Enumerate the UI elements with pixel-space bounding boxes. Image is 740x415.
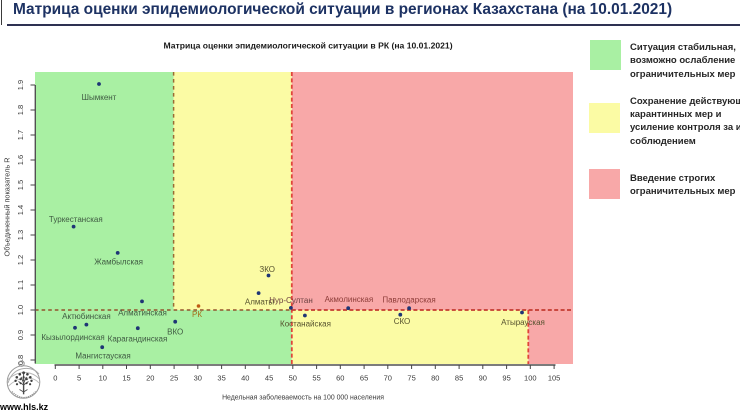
svg-text:Недельная заболеваемость на 10: Недельная заболеваемость на 100 000 насе…: [222, 394, 384, 402]
svg-text:20: 20: [146, 374, 154, 383]
svg-text:Нур-Султан: Нур-Султан: [269, 296, 313, 305]
svg-text:1.3: 1.3: [16, 230, 25, 240]
svg-text:Объединенный показатель R: Объединенный показатель R: [3, 158, 12, 257]
svg-text:50: 50: [289, 374, 297, 383]
svg-text:1.7: 1.7: [16, 130, 25, 140]
svg-text:45: 45: [265, 374, 273, 383]
svg-text:СКО: СКО: [394, 317, 411, 326]
svg-text:75: 75: [407, 374, 415, 383]
svg-text:РК: РК: [192, 310, 202, 319]
svg-text:0: 0: [53, 374, 57, 383]
svg-text:Жамбылская: Жамбылская: [94, 258, 143, 267]
svg-text:Атырауская: Атырауская: [501, 318, 545, 327]
svg-text:ЗКО: ЗКО: [259, 265, 275, 274]
svg-text:1.1: 1.1: [16, 280, 25, 290]
svg-text:5: 5: [77, 374, 81, 383]
svg-text:Мангистауская: Мангистауская: [75, 352, 130, 361]
svg-text:85: 85: [455, 374, 463, 383]
svg-text:65: 65: [360, 374, 368, 383]
svg-text:70: 70: [384, 374, 392, 383]
svg-text:105: 105: [548, 374, 561, 383]
svg-text:1.9: 1.9: [16, 80, 25, 90]
svg-text:55: 55: [312, 374, 320, 383]
svg-text:Туркестанская: Туркестанская: [49, 215, 103, 224]
svg-text:Алматинская: Алматинская: [118, 308, 167, 317]
svg-text:100: 100: [524, 374, 537, 383]
svg-text:35: 35: [217, 374, 225, 383]
svg-text:80: 80: [431, 374, 439, 383]
svg-text:1.8: 1.8: [16, 105, 25, 115]
svg-text:ВКО: ВКО: [167, 328, 183, 337]
svg-text:15: 15: [122, 374, 130, 383]
svg-text:Кызылординская: Кызылординская: [41, 333, 104, 342]
svg-text:95: 95: [502, 374, 510, 383]
svg-text:Актюбинская: Актюбинская: [62, 312, 111, 321]
svg-text:10: 10: [99, 374, 107, 383]
svg-text:25: 25: [170, 374, 178, 383]
svg-text:Шымкент: Шымкент: [82, 93, 117, 102]
svg-text:30: 30: [194, 374, 202, 383]
svg-text:0.9: 0.9: [16, 330, 25, 340]
svg-text:1.5: 1.5: [16, 180, 25, 190]
svg-text:1.2: 1.2: [16, 255, 25, 265]
svg-text:90: 90: [479, 374, 487, 383]
svg-text:Костанайская: Костанайская: [280, 320, 331, 329]
svg-text:60: 60: [336, 374, 344, 383]
svg-text:Павлодарская: Павлодарская: [382, 296, 435, 305]
svg-text:Акмолинская: Акмолинская: [325, 295, 374, 304]
svg-text:1.6: 1.6: [16, 155, 25, 165]
svg-text:40: 40: [241, 374, 249, 383]
svg-text:Матрица оценки эпидемиологичес: Матрица оценки эпидемиологической ситуац…: [163, 41, 452, 51]
svg-text:1.4: 1.4: [16, 205, 25, 215]
svg-text:0.8: 0.8: [16, 355, 25, 365]
svg-text:1.0: 1.0: [16, 305, 25, 315]
svg-text:Алматы: Алматы: [245, 298, 274, 307]
svg-text:Карагандинская: Карагандинская: [108, 335, 168, 344]
